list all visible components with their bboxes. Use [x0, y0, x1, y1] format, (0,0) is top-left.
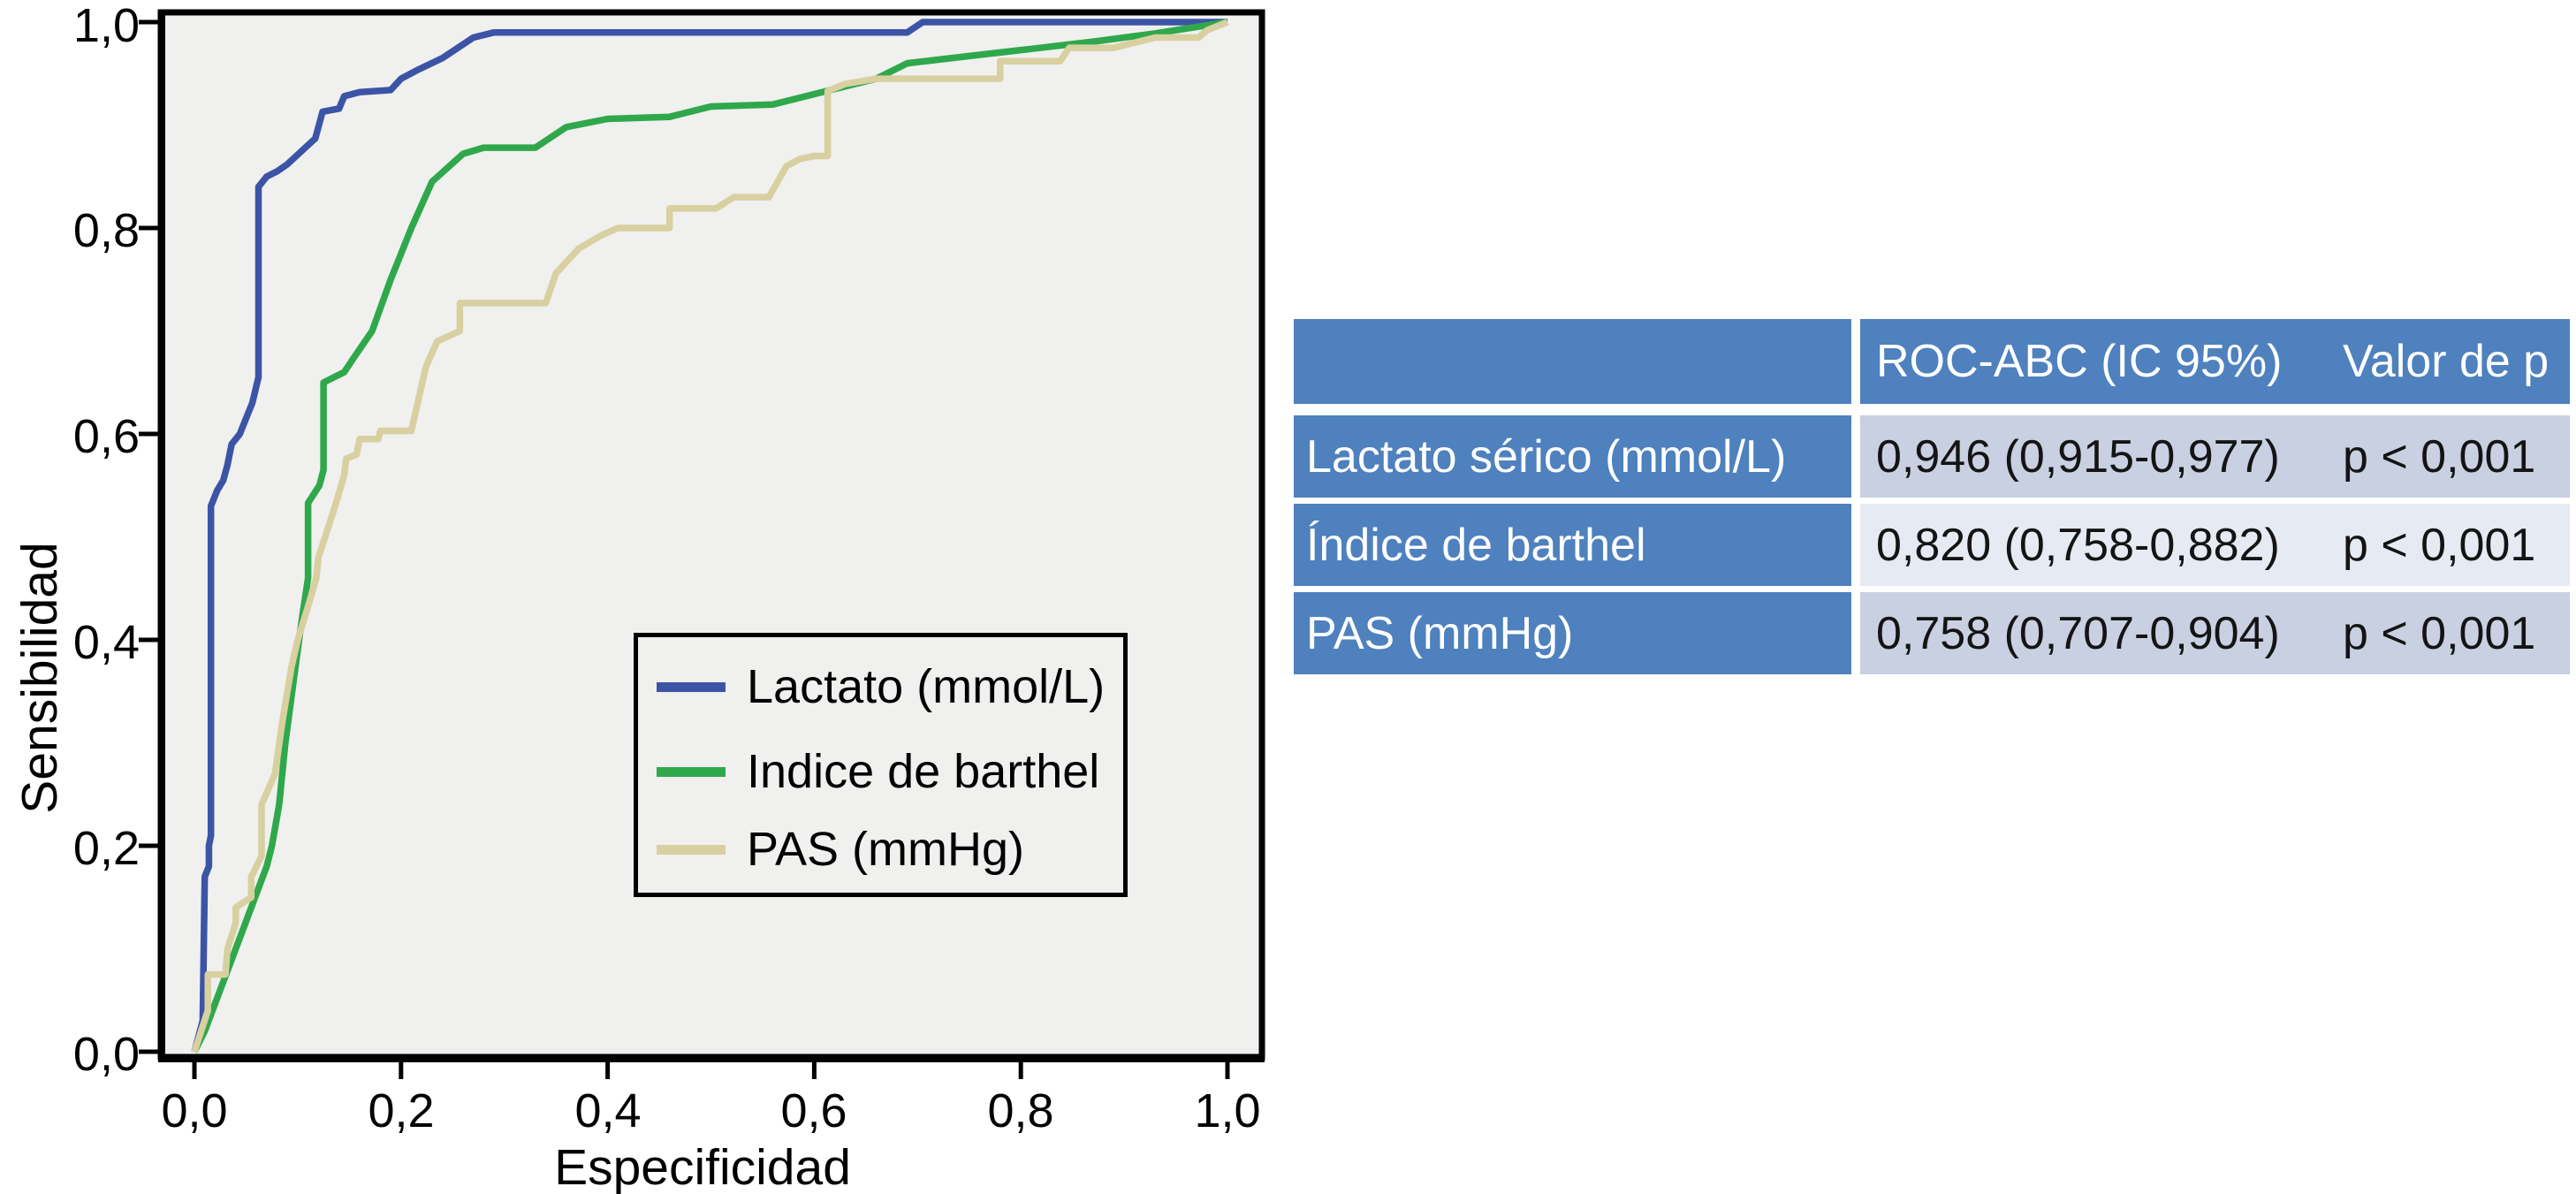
- roc-abc-value: 0,758 (0,707-0,904): [1876, 607, 2280, 659]
- x-tick-label: 0,8: [987, 1084, 1054, 1137]
- y-tick-label: 0,0: [72, 1028, 140, 1081]
- x-tick-label: 0,4: [574, 1084, 642, 1137]
- p-value: p < 0,001: [2343, 519, 2536, 571]
- table-header-corner-cell: [1294, 319, 1851, 404]
- legend-label: Indice de barthel: [747, 745, 1100, 798]
- header-roc-abc: ROC-ABC (IC 95%): [1876, 336, 2283, 387]
- legend-item-lactato: Lactato (mmol/L): [657, 660, 1105, 713]
- y-tick-label: 0,8: [72, 204, 140, 257]
- row-label: Índice de barthel: [1306, 519, 1646, 571]
- table-row: PAS (mmHg) 0,758 (0,707-0,904) p < 0,001: [1294, 592, 2570, 674]
- table-header-data-cells: ROC-ABC (IC 95%) Valor de p: [1860, 319, 2570, 404]
- roc-curve-2: [191, 19, 1229, 1053]
- x-tick-label: 1,0: [1194, 1084, 1261, 1137]
- p-value: p < 0,001: [2343, 607, 2536, 659]
- legend-label: Lactato (mmol/L): [747, 660, 1106, 713]
- table-row: Lactato sérico (mmol/L) 0,946 (0,915-0,9…: [1294, 415, 2570, 498]
- row-data-cells: 0,820 (0,758-0,882) p < 0,001: [1860, 504, 2570, 586]
- table-header-row: ROC-ABC (IC 95%) Valor de p: [1294, 319, 2570, 404]
- row-label: PAS (mmHg): [1306, 607, 1574, 659]
- roc-results-table: ROC-ABC (IC 95%) Valor de p Lactato séri…: [1294, 319, 2570, 674]
- roc-plot-canvas: [139, 9, 1265, 1079]
- header-valor-de-p: Valor de p: [2343, 336, 2549, 387]
- row-label-cell: PAS (mmHg): [1294, 592, 1851, 674]
- x-axis-title: Especificidad: [554, 1139, 851, 1194]
- y-tick-label: 1,0: [72, 0, 140, 52]
- roc-curve-0: [191, 19, 1227, 1053]
- y-tick-label: 0,4: [72, 616, 140, 669]
- x-tick-label: 0,2: [368, 1084, 435, 1137]
- row-data-cells: 0,946 (0,915-0,977) p < 0,001: [1860, 415, 2570, 498]
- chart-legend: Lactato (mmol/L) Indice de barthel PAS (…: [634, 633, 1128, 897]
- x-tick-label: 0,0: [161, 1084, 228, 1137]
- lactato-line-swatch-icon: [657, 681, 726, 692]
- y-axis-title: Sensibilidad: [11, 542, 68, 814]
- p-value: p < 0,001: [2343, 430, 2536, 483]
- pas-line-swatch-icon: [657, 844, 726, 855]
- table-row: Índice de barthel 0,820 (0,758-0,882) p …: [1294, 504, 2570, 586]
- x-tick-label: 0,6: [780, 1084, 847, 1137]
- row-label-cell: Índice de barthel: [1294, 504, 1851, 586]
- row-label: Lactato sérico (mmol/L): [1306, 430, 1787, 483]
- roc-abc-value: 0,820 (0,758-0,882): [1876, 519, 2280, 571]
- row-data-cells: 0,758 (0,707-0,904) p < 0,001: [1860, 592, 2570, 674]
- legend-item-pas: PAS (mmHg): [657, 823, 1024, 876]
- roc-chart: 0,0 0,2 0,4 0,6 0,8 1,0 0,0 0,2 0,4 0,6 …: [11, 0, 1265, 1194]
- legend-item-barthel: Indice de barthel: [657, 745, 1099, 798]
- row-label-cell: Lactato sérico (mmol/L): [1294, 415, 1851, 498]
- y-tick-label: 0,6: [72, 410, 140, 463]
- barthel-line-swatch-icon: [657, 766, 726, 777]
- roc-abc-value: 0,946 (0,915-0,977): [1876, 430, 2280, 483]
- y-tick-label: 0,2: [72, 822, 140, 875]
- legend-label: PAS (mmHg): [747, 823, 1025, 876]
